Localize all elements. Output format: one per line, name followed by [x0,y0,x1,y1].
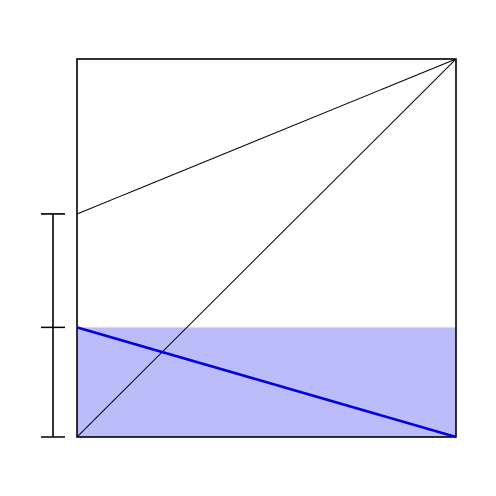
upper-slanted-line [76,58,457,215]
height-bracket [41,213,65,438]
outer-square [76,58,457,438]
main-diagonal-line [76,58,457,438]
highlighted-slanted-line [76,326,457,439]
